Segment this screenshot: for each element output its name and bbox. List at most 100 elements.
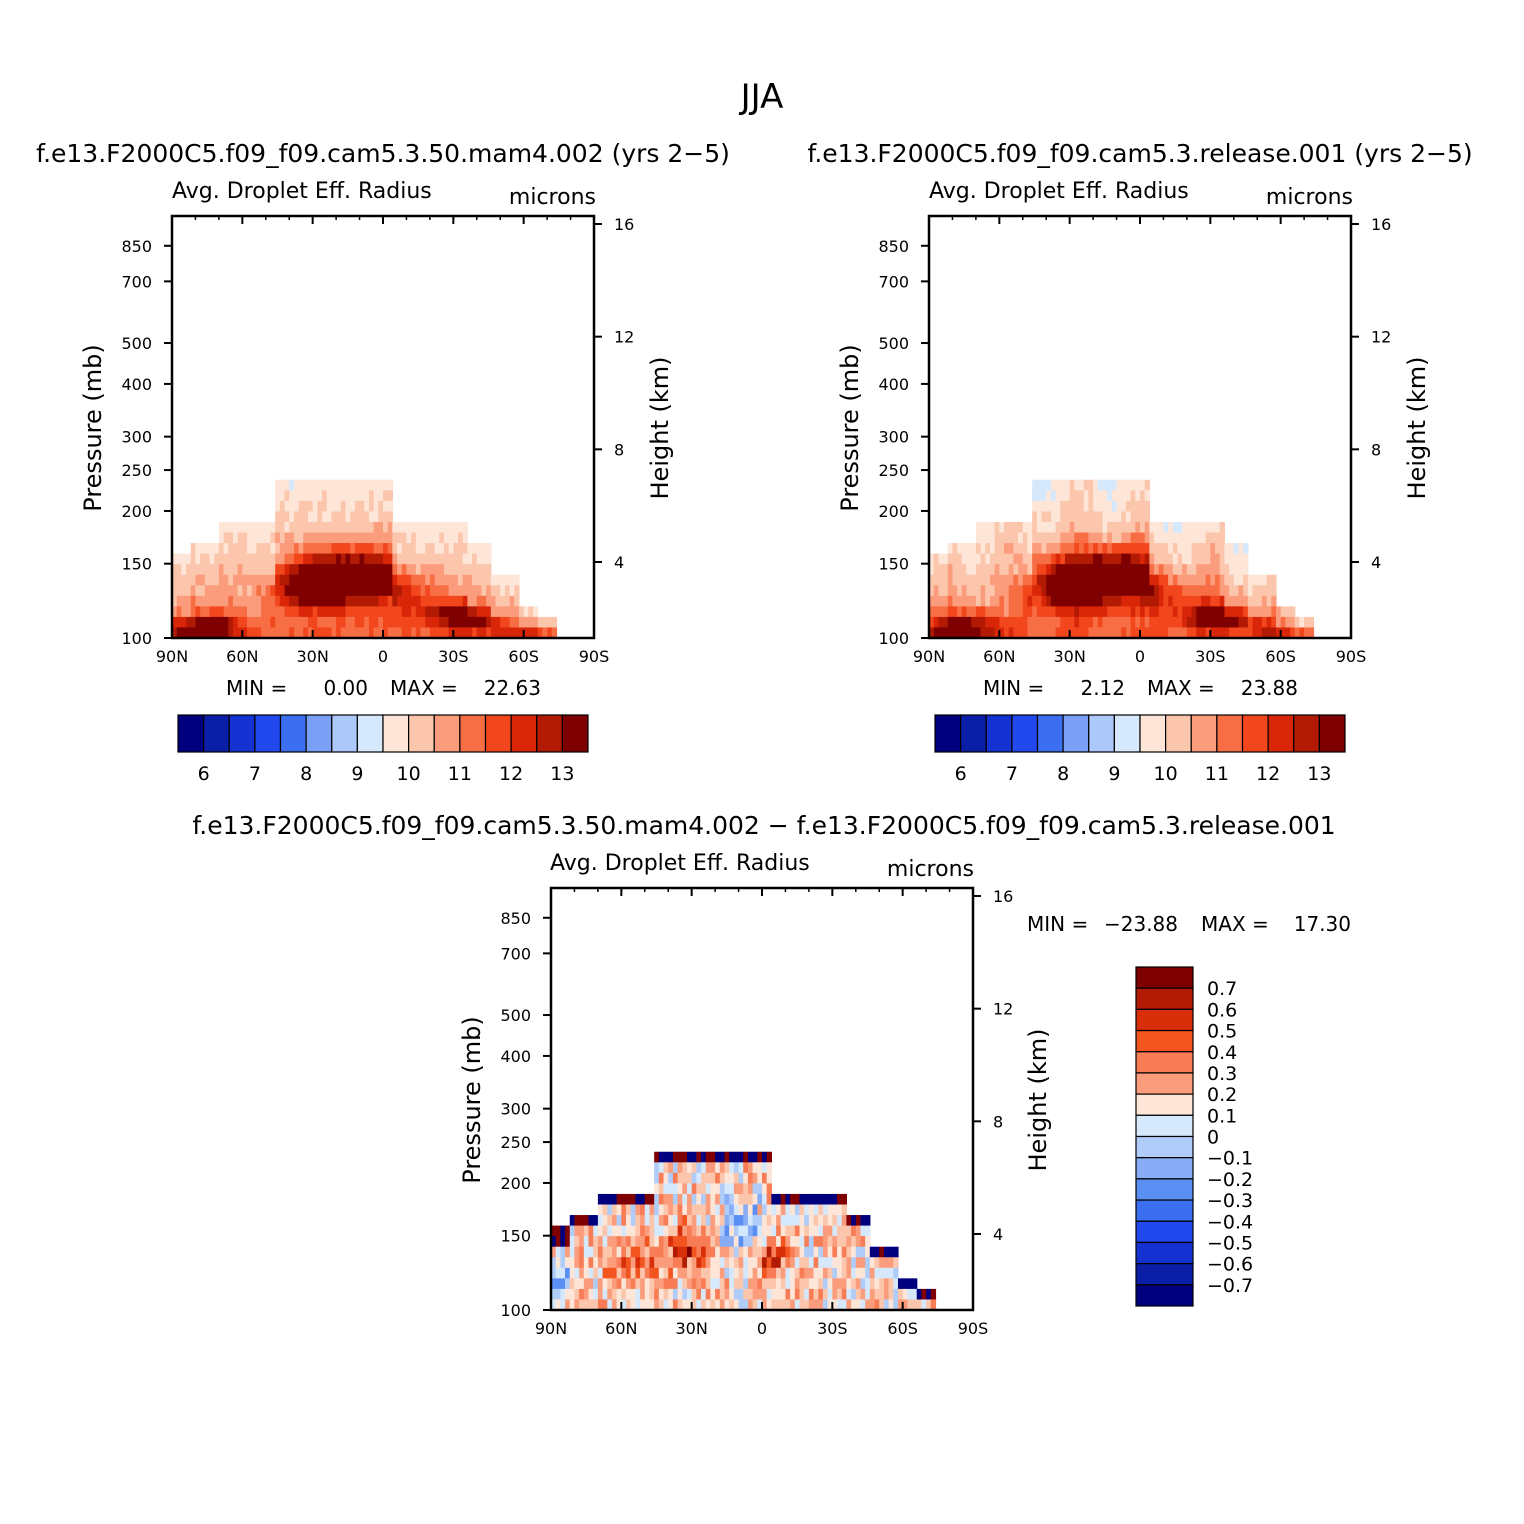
heatmap-cell <box>284 511 290 523</box>
heatmap-cell <box>597 1278 604 1290</box>
heatmap-cell <box>715 1246 721 1258</box>
heatmap-cell <box>472 627 478 639</box>
heatmap-cell <box>1050 500 1057 512</box>
heatmap-cell <box>780 1257 787 1269</box>
heatmap-cell <box>1257 595 1263 607</box>
heatmap-cell <box>415 553 422 565</box>
heatmap-cell <box>247 543 253 555</box>
heatmap-cell <box>298 553 304 565</box>
heatmap-cell <box>509 627 515 639</box>
heatmap-cell <box>1205 616 1211 629</box>
heatmap-cell <box>1111 627 1118 639</box>
heatmap-cell <box>644 1225 651 1237</box>
heatmap-cell <box>312 585 318 597</box>
heatmap-cell <box>766 1172 772 1184</box>
heatmap-cell <box>691 1299 697 1311</box>
heatmap-cell <box>500 595 506 607</box>
heatmap-cell <box>200 564 206 576</box>
heatmap-cell <box>261 564 267 576</box>
heatmap-cell <box>1238 616 1244 629</box>
heatmap-cell <box>289 553 295 565</box>
heatmap-cell <box>1088 490 1094 502</box>
heatmap-cell <box>696 1267 702 1279</box>
heatmap-cell <box>1064 511 1071 523</box>
heatmap-cell <box>1125 532 1132 544</box>
heatmap-cell <box>458 553 464 565</box>
heatmap-cell <box>218 627 225 639</box>
heatmap-cell <box>1046 564 1052 576</box>
heatmap-cell <box>1172 627 1179 639</box>
heatmap-cell <box>350 479 356 491</box>
heatmap-cell <box>1186 574 1193 586</box>
heatmap-cell <box>952 543 958 555</box>
heatmap-cell <box>1097 500 1104 512</box>
heatmap-cell <box>705 1215 712 1227</box>
heatmap-cell <box>630 1193 636 1206</box>
colorbar-box <box>1135 1241 1194 1265</box>
heatmap-cell <box>654 1267 660 1279</box>
heatmap-cell <box>186 553 192 565</box>
heatmap-cell <box>1140 543 1146 555</box>
heatmap-cell <box>1130 627 1136 639</box>
heatmap-cell <box>1013 553 1019 565</box>
y2-tick-label: 8 <box>1371 440 1381 459</box>
heatmap-cell <box>860 1257 866 1269</box>
heatmap-cell <box>1172 574 1179 586</box>
heatmap-cell <box>752 1193 758 1206</box>
heatmap-cell <box>228 574 234 586</box>
heatmap-cell <box>1261 595 1268 607</box>
heatmap-cell <box>406 521 412 534</box>
heatmap-cell <box>602 1215 608 1227</box>
heatmap-cell <box>275 585 281 597</box>
heatmap-cell <box>1116 543 1122 555</box>
heatmap-cell <box>785 1193 791 1206</box>
heatmap-cell <box>943 574 949 586</box>
heatmap-cell <box>696 1172 702 1184</box>
heatmap-cell <box>841 1299 847 1311</box>
colorbar-box <box>382 714 410 753</box>
heatmap-cell <box>1093 616 1099 629</box>
heatmap-cell <box>1018 574 1024 586</box>
heatmap-cell <box>195 595 201 607</box>
heatmap-cell <box>663 1183 669 1195</box>
heatmap-cell <box>1074 574 1080 586</box>
heatmap-cell <box>691 1183 697 1195</box>
heatmap-cell <box>1083 543 1090 555</box>
heatmap-cell <box>279 500 286 512</box>
heatmap-cell <box>1069 532 1075 544</box>
heatmap-cell <box>547 616 553 629</box>
heatmap-cell <box>504 574 511 586</box>
heatmap-cell <box>289 511 295 523</box>
colorbar-box <box>203 714 230 753</box>
heatmap-cell <box>265 564 272 576</box>
heatmap-cell <box>710 1257 716 1269</box>
heatmap-cell <box>476 616 483 629</box>
heatmap-cell <box>200 627 206 639</box>
heatmap-cell <box>677 1288 683 1301</box>
heatmap-cell <box>1041 490 1047 502</box>
heatmap-cell <box>602 1236 608 1248</box>
heatmap-cell <box>1224 585 1230 597</box>
heatmap-cell <box>1036 616 1043 629</box>
heatmap-cell <box>952 595 958 607</box>
heatmap-cell <box>630 1278 636 1290</box>
heatmap-cell <box>1140 585 1146 597</box>
heatmap-cell <box>616 1267 622 1279</box>
heatmap-cell <box>752 1183 758 1195</box>
heatmap-cell <box>780 1299 787 1311</box>
heatmap-cell <box>1079 543 1085 555</box>
heatmap-cell <box>1102 585 1108 597</box>
heatmap-cell <box>668 1162 674 1174</box>
heatmap-cell <box>1093 574 1099 586</box>
heatmap-cell <box>1055 553 1061 565</box>
heatmap-cell <box>654 1225 660 1237</box>
heatmap-cell <box>340 564 347 576</box>
heatmap-cell <box>284 532 290 544</box>
heatmap-cell <box>237 564 243 576</box>
heatmap-cell <box>350 511 356 523</box>
heatmap-cell <box>1215 585 1221 597</box>
heatmap-cell <box>1186 553 1193 565</box>
heatmap-cell <box>1102 616 1108 629</box>
heatmap-cell <box>345 627 351 639</box>
heatmap-cell <box>256 627 262 639</box>
